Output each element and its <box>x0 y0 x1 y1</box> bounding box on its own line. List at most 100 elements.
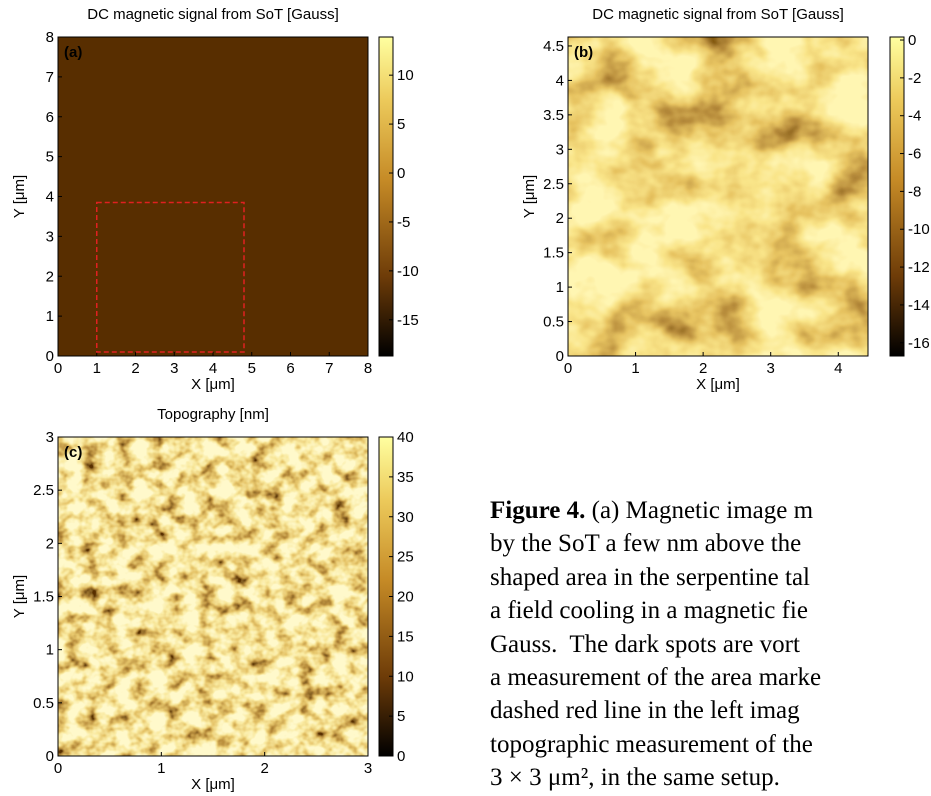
caption-text: topographic measurement of the <box>490 730 813 758</box>
y-tick-label: 4 <box>556 72 564 89</box>
y-tick-label: 4 <box>46 189 54 206</box>
y-tick-label: 0 <box>46 748 54 765</box>
colorbar-tick-label: -16 <box>908 335 930 352</box>
colorbar-tick-label: -8 <box>908 183 921 200</box>
caption-text: dashed red line in the left imag <box>490 697 800 725</box>
x-tick-label: 8 <box>364 360 372 377</box>
x-tick-label: 3 <box>170 360 178 377</box>
colorbar-tick-label: 0 <box>397 165 405 182</box>
x-tick-label: 1 <box>631 360 639 377</box>
colorbar-tick-label: 0 <box>397 748 405 765</box>
colorbar-tick-label: -15 <box>397 312 419 329</box>
x-axis-label: X [μm] <box>191 376 235 393</box>
y-tick-label: 8 <box>46 29 54 46</box>
caption-line: Figure 4. (a) Magnetic image m <box>490 494 931 527</box>
colorbar-tick-label: 0 <box>908 32 916 49</box>
y-tick-label: 4.5 <box>543 38 564 55</box>
colorbar-tick-label: -2 <box>908 70 921 87</box>
colorbar-tick-label: -4 <box>908 108 921 125</box>
colorbar-tick-label: 30 <box>397 509 414 526</box>
colorbar-tick-label: 35 <box>397 469 414 486</box>
y-tick-label: 3 <box>556 141 564 158</box>
panel-label: (b) <box>574 44 593 61</box>
colorbar-tick-label: 5 <box>397 708 405 725</box>
x-tick-label: 2 <box>131 360 139 377</box>
image <box>568 37 868 356</box>
x-tick-label: 0 <box>54 360 62 377</box>
x-axis-label: X [μm] <box>191 776 235 793</box>
caption-text: shaped area in the serpentine tal <box>490 563 810 591</box>
colorbar-tick-label: 10 <box>397 668 414 685</box>
caption-text: a field cooling in a magnetic fie <box>490 597 808 625</box>
caption-line: shaped area in the serpentine tal <box>490 561 931 594</box>
colorbar-tick-label: -10 <box>908 221 930 238</box>
colorbar-tick-label: 20 <box>397 589 414 606</box>
x-tick-label: 5 <box>248 360 256 377</box>
y-tick-label: 7 <box>46 69 54 86</box>
caption-text: 3 × 3 μm², in the same setup. <box>490 764 780 792</box>
y-tick-label: 2.5 <box>33 482 54 499</box>
panel-label: (c) <box>64 444 82 461</box>
y-tick-label: 0.5 <box>543 314 564 331</box>
panel-label: (a) <box>64 44 82 61</box>
y-tick-label: 2 <box>46 535 54 552</box>
caption-text: Gauss. The dark spots are vort <box>490 630 800 658</box>
plot-frame <box>567 36 869 357</box>
panel-title: DC magnetic signal from SoT [Gauss] <box>592 6 843 23</box>
y-tick-label: 2 <box>556 210 564 227</box>
image <box>58 437 368 756</box>
y-tick-label: 5 <box>46 149 54 166</box>
y-tick-label: 3 <box>46 228 54 245</box>
y-tick-label: 1 <box>46 308 54 325</box>
y-axis-label: Y [μm] <box>11 575 28 618</box>
x-tick-label: 4 <box>834 360 842 377</box>
panel-title: Topography [nm] <box>157 406 269 423</box>
x-tick-label: 1 <box>157 760 165 777</box>
y-tick-label: 3 <box>46 429 54 446</box>
y-axis-label: Y [μm] <box>521 175 538 218</box>
colorbar-tick-label: -12 <box>908 259 930 276</box>
y-tick-label: 0 <box>46 348 54 365</box>
caption-text: by the SoT a few nm above the <box>490 530 802 558</box>
y-tick-label: 0.5 <box>33 695 54 712</box>
y-tick-label: 2 <box>46 268 54 285</box>
y-tick-label: 3.5 <box>543 107 564 124</box>
colorbar-tick-label: 40 <box>397 429 414 446</box>
y-axis-label: Y [μm] <box>11 175 28 218</box>
colorbar-tick-label: -5 <box>397 214 410 231</box>
y-tick-label: 1.5 <box>543 245 564 262</box>
marked-area <box>96 201 245 353</box>
colorbar-tick-label: -6 <box>908 146 921 163</box>
x-tick-label: 6 <box>286 360 294 377</box>
colorbar <box>378 36 394 357</box>
caption-text: a measurement of the area marke <box>490 664 822 692</box>
x-tick-label: 7 <box>325 360 333 377</box>
y-tick-label: 2.5 <box>543 176 564 193</box>
colorbar-tick-label: 5 <box>397 116 405 133</box>
caption-line: by the SoT a few nm above the <box>490 527 931 560</box>
caption-line: 3 × 3 μm², in the same setup. <box>490 761 931 794</box>
image <box>58 37 368 356</box>
y-tick-label: 6 <box>46 109 54 126</box>
y-tick-label: 1 <box>46 642 54 659</box>
x-axis-label: X [μm] <box>696 376 740 393</box>
caption-line: a measurement of the area marke <box>490 661 931 694</box>
colorbar-tick-label: 10 <box>397 67 414 84</box>
colorbar-tick-label: 15 <box>397 628 414 645</box>
colorbar <box>889 36 905 357</box>
y-tick-label: 1.5 <box>33 589 54 606</box>
colorbar-tick-label: -14 <box>908 297 930 314</box>
caption-text: (a) Magnetic image m <box>585 497 814 524</box>
caption: Figure 4. (a) Magnetic image m by the SoT… <box>490 494 931 796</box>
x-tick-label: 3 <box>767 360 775 377</box>
panel-title: DC magnetic signal from SoT [Gauss] <box>87 6 338 23</box>
y-tick-label: 0 <box>556 348 564 365</box>
x-tick-label: 2 <box>260 760 268 777</box>
x-tick-label: 3 <box>364 760 372 777</box>
colorbar-tick-label: -10 <box>397 263 419 280</box>
caption-line: a field cooling in a magnetic fie <box>490 594 931 627</box>
caption-label: Figure 4. <box>490 497 586 524</box>
x-tick-label: 2 <box>699 360 707 377</box>
x-tick-label: 4 <box>209 360 217 377</box>
